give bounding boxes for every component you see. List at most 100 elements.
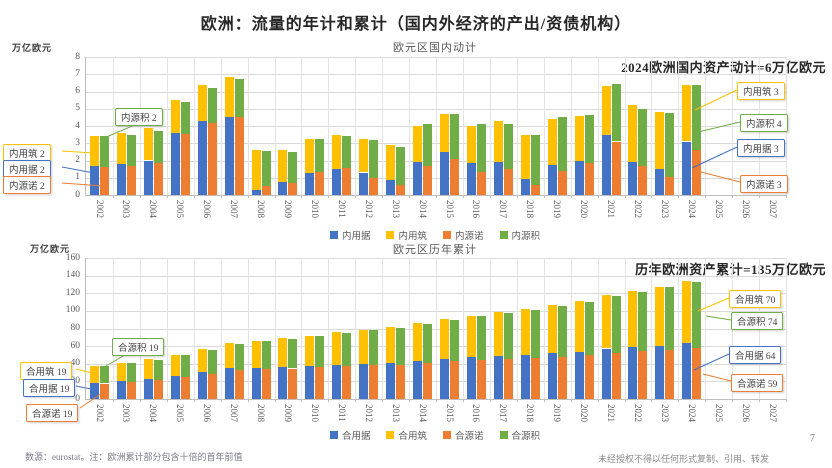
x-tick-label: 2010	[309, 404, 320, 422]
bar-segment-合用筑	[628, 290, 638, 347]
legend-label: 内源积	[511, 232, 541, 242]
v-gridline	[301, 57, 303, 195]
bar-segment-内源诺	[396, 184, 406, 195]
bar-segment-内用据	[386, 179, 396, 195]
bar-segment-内源诺	[342, 168, 352, 195]
x-axis-tick	[759, 195, 761, 198]
data-callout-yellow: 合用筑 19	[20, 362, 73, 380]
legend-item: 合源诺	[443, 428, 484, 442]
x-axis-tick	[355, 195, 357, 198]
x-axis-tick	[732, 399, 734, 402]
x-axis-tick	[247, 195, 249, 198]
bar-segment-合用筑	[332, 332, 342, 365]
bar-segment-内源积	[476, 124, 486, 172]
bar-segment-合源诺	[557, 356, 567, 399]
y-tick-label: 8	[75, 51, 80, 62]
bar-segment-合源积	[584, 301, 594, 356]
v-gridline	[678, 57, 680, 195]
x-tick-label: 2027	[767, 200, 778, 218]
bar-segment-内用据	[655, 169, 665, 195]
x-axis-tick	[139, 195, 141, 198]
x-tick-label: 2026	[740, 404, 751, 422]
bar-segment-内源积	[153, 131, 163, 164]
x-tick-label: 2007	[229, 404, 240, 422]
bar-segment-合用筑	[466, 315, 476, 358]
v-gridline	[436, 57, 437, 195]
x-axis-tick	[274, 399, 276, 402]
legend-swatch-icon	[443, 231, 451, 239]
x-axis-tick	[328, 195, 330, 198]
data-callout-orange: 合源诺 19	[26, 404, 79, 422]
bar-segment-合用筑	[305, 335, 315, 367]
bar-segment-合源诺	[126, 382, 136, 399]
bar-segment-内源积	[557, 117, 567, 171]
bar-segment-内用筑	[413, 126, 422, 163]
x-tick-label: 2002	[94, 404, 105, 422]
chart2-plot-area: 0 20 40 60 80 100 120 140 160 2002 2003 2004 2005 200…	[66, 253, 787, 422]
bar-segment-合源积	[611, 296, 621, 353]
bar-segment-内源诺	[611, 141, 621, 195]
bar-segment-合源诺	[342, 366, 352, 399]
v-gridline	[462, 57, 464, 195]
chart1-annotation: 2024欧洲国内资产动计=6万亿欧元	[621, 60, 826, 75]
v-gridline	[489, 57, 491, 195]
v-gridline	[597, 258, 599, 399]
bar-segment-内源积	[261, 151, 271, 187]
bar-segment-合源积	[503, 312, 513, 359]
bar-segment-合用筑	[251, 340, 261, 368]
v-gridline	[220, 57, 222, 195]
legend-label: 合用筑	[398, 432, 427, 442]
x-tick-label: 2025	[713, 404, 724, 422]
v-gridline	[220, 258, 222, 399]
bar-segment-内用筑	[224, 76, 234, 118]
v-gridline	[139, 258, 141, 399]
x-tick-label: 2004	[148, 404, 159, 422]
x-axis-tick	[786, 399, 787, 402]
bar-segment-内源诺	[503, 169, 513, 195]
v-gridline	[462, 258, 464, 399]
bar-segment-合源诺	[476, 360, 486, 399]
x-axis-tick	[678, 195, 680, 198]
x-tick-label: 2010	[309, 200, 320, 218]
v-gridline	[705, 57, 707, 195]
bar-segment-合用据	[116, 380, 126, 399]
v-gridline	[247, 258, 249, 399]
bar-segment-合用据	[413, 361, 422, 399]
x-tick-label: 2022	[632, 404, 643, 422]
bar-segment-内用筑	[116, 132, 126, 164]
bar-segment-内源诺	[153, 163, 163, 195]
bar-segment-合源积	[476, 316, 486, 360]
bar-segment-内用筑	[655, 112, 665, 170]
v-gridline	[516, 258, 518, 399]
legend-label: 内用筑	[398, 232, 427, 242]
x-axis-tick	[462, 195, 464, 198]
x-tick-label: 2020	[579, 404, 590, 422]
x-tick-label: 2011	[336, 404, 347, 422]
bar-segment-内用据	[520, 178, 530, 195]
x-axis-tick	[759, 399, 761, 402]
bar-segment-合源积	[423, 324, 432, 364]
bar-segment-合用据	[251, 368, 261, 399]
x-tick-label: 2019	[552, 404, 563, 422]
bar-segment-合用筑	[440, 319, 449, 359]
bar-segment-内用筑	[251, 150, 261, 190]
x-axis-tick	[409, 399, 411, 402]
bar-segment-内用筑	[440, 113, 449, 152]
x-axis-tick	[651, 195, 653, 198]
bar-segment-合用据	[574, 351, 584, 399]
x-tick-label: 2020	[579, 200, 590, 218]
bar-segment-合源诺	[665, 350, 675, 399]
x-axis-tick	[166, 195, 168, 198]
bar-segment-内源诺	[665, 176, 675, 195]
legend-label: 内用据	[341, 232, 371, 242]
x-tick-label: 2017	[498, 404, 509, 422]
bar-segment-合源诺	[261, 369, 271, 399]
legend-label: 合源诺	[455, 432, 484, 442]
bar-segment-内用据	[143, 160, 153, 195]
x-tick-label: 2027	[767, 404, 778, 422]
v-gridline	[705, 258, 707, 399]
bar-segment-合用据	[682, 342, 692, 399]
x-axis-tick	[462, 399, 464, 402]
bar-segment-内源诺	[638, 165, 648, 195]
x-tick-label: 2006	[202, 200, 213, 218]
